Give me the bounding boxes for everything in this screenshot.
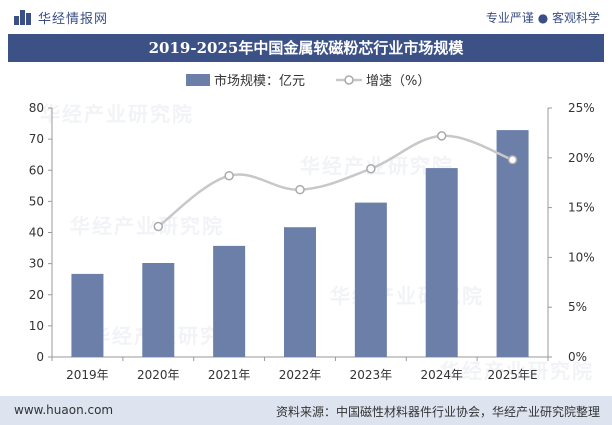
growth-point <box>507 155 518 165</box>
y-left-tick-label: 40 <box>29 226 44 240</box>
y-right-tick-label: 0% <box>568 350 587 364</box>
x-tick-label: 2024年 <box>420 368 463 382</box>
growth-line <box>157 134 514 228</box>
y-left-tick-label: 20 <box>29 288 44 302</box>
title-bar: 2019-2025年中国金属软磁粉芯行业市场规模 <box>8 34 604 62</box>
growth-point <box>153 221 164 232</box>
slogan: 专业严谨 ● 客观科学 <box>485 11 600 25</box>
y-right-tick-label: 15% <box>568 201 595 215</box>
chart: 0 10 20 30 40 50 60 70 80 0% 5% 10% 15% 20% 25% 2019年 20… <box>29 73 595 382</box>
y-left-tick-label: 70 <box>29 132 44 146</box>
footer-source: 资料来源：中国磁性材料器件行业协会，华经产业研究院整理 <box>275 405 600 419</box>
chart-title: 2019-2025年中国金属软磁粉芯行业市场规模 <box>148 39 464 57</box>
legend-bar-swatch <box>186 74 210 86</box>
x-tick-label: 2023年 <box>350 368 393 382</box>
y-right-tick-label: 25% <box>568 101 595 115</box>
brand: 华经情报网 <box>14 8 108 27</box>
bar <box>213 245 246 357</box>
bar <box>496 130 529 357</box>
bar <box>142 263 175 357</box>
x-tick-label: 2025年E <box>488 368 538 382</box>
bar <box>284 227 316 357</box>
top-bar: 华经情报网 专业严谨 ● 客观科学 <box>0 0 612 32</box>
y-left-tick-label: 0 <box>36 350 44 364</box>
y-right-tick-label: 20% <box>568 151 595 165</box>
y-left-tick-label: 60 <box>29 163 44 177</box>
footer: www.huaon.com 资料来源：中国磁性材料器件行业协会，华经产业研究院整… <box>0 396 612 425</box>
x-tick-label: 2022年 <box>279 368 322 382</box>
footer-url[interactable]: www.huaon.com <box>14 403 114 417</box>
growth-point <box>224 170 234 181</box>
y-left-tick-label: 50 <box>29 194 44 208</box>
y-left-tick-label: 80 <box>29 101 44 115</box>
growth-point <box>366 164 376 174</box>
brand-name: 华经情报网 <box>38 12 109 27</box>
x-tick-label: 2019年 <box>66 368 109 382</box>
growth-point <box>295 184 305 195</box>
bar <box>425 168 458 357</box>
bar-logo-icon <box>14 10 32 25</box>
y-right-tick-label: 5% <box>568 300 587 314</box>
y-right-tick-label: 10% <box>568 250 595 264</box>
bar <box>354 202 387 357</box>
legend-line-marker <box>344 75 354 85</box>
growth-point <box>436 131 447 141</box>
legend-bar-label: 市场规模：亿元 <box>214 73 305 89</box>
legend-line-label: 增速（%） <box>366 74 430 89</box>
bar <box>71 273 104 357</box>
x-tick-label: 2021年 <box>208 368 251 382</box>
y-left-tick-label: 10 <box>29 319 44 333</box>
x-tick-label: 2020年 <box>137 368 180 382</box>
y-left-tick-label: 30 <box>29 257 44 271</box>
